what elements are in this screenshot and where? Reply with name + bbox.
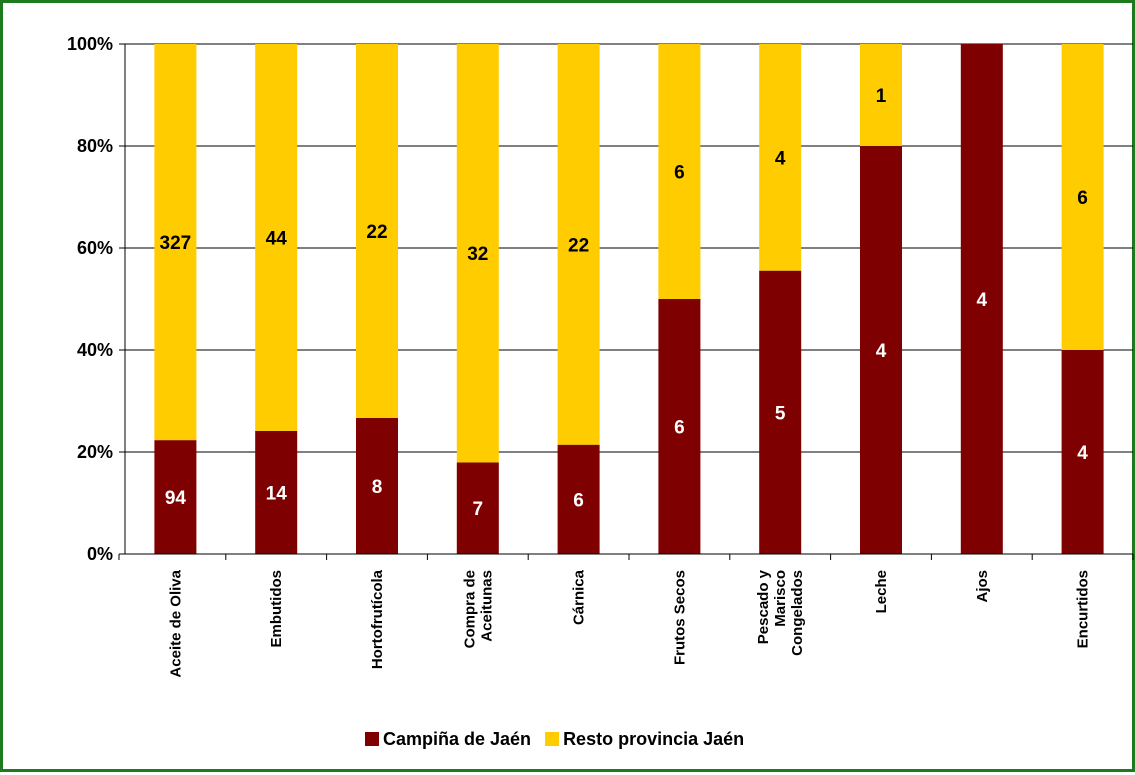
data-label: 4 (977, 290, 988, 311)
x-tick-label: Compra deAceitunas (461, 570, 495, 648)
bar-segment (860, 44, 902, 146)
data-label: 8 (372, 477, 383, 498)
bar-segment (456, 462, 499, 554)
bar-segment (255, 44, 298, 431)
x-tick-label: Embutidos (268, 570, 285, 648)
data-label: 7 (473, 499, 484, 520)
data-label: 6 (674, 418, 685, 439)
x-tick-label: Hortofrutícola (369, 569, 386, 669)
y-tick-label: 20% (77, 442, 113, 462)
y-tick-label: 0% (87, 544, 113, 564)
x-tick-labels: Aceite de Oliva Embutidos Hortofrutícola Co… (118, 554, 1134, 678)
data-label: 4 (1077, 443, 1088, 464)
data-label: 5 (775, 403, 786, 424)
bar-segment (255, 430, 298, 554)
bar-segment (154, 44, 197, 441)
bar-segment (860, 146, 902, 554)
x-tick-label: Encurtidos (1075, 570, 1092, 648)
data-label: 32 (467, 244, 488, 265)
y-tick-labels: 0% 20% 40% 60% 80% 100% (67, 34, 113, 564)
data-label: 22 (366, 222, 387, 243)
data-label: 4 (775, 148, 786, 169)
bar-segment (759, 44, 802, 271)
data-label: 6 (674, 163, 685, 184)
bars (154, 44, 1104, 554)
data-label: 1 (876, 86, 887, 107)
data-label: 14 (266, 483, 288, 504)
y-tick-label: 80% (77, 136, 113, 156)
data-label: 44 (266, 228, 288, 249)
bar-segment (658, 299, 701, 554)
bar-segment (154, 440, 197, 554)
legend: Campiña de Jaén Resto provincia Jaén (365, 729, 744, 749)
bar-segment (658, 44, 701, 299)
legend-swatch (365, 732, 379, 746)
bar-segment (960, 44, 1003, 554)
data-label: 94 (165, 488, 187, 509)
x-tick-label: Leche (873, 570, 890, 613)
x-tick-label: Pescado yMariscoCongelados (755, 569, 806, 655)
bar-segment (356, 418, 398, 554)
y-tick-label: 40% (77, 340, 113, 360)
bar-segment (1061, 44, 1104, 350)
bar-segment (1061, 350, 1104, 554)
bar-segment (759, 270, 802, 554)
bar-segment (356, 44, 398, 418)
y-tick-label: 60% (77, 238, 113, 258)
data-label: 327 (160, 233, 192, 254)
legend-label: Campiña de Jaén (383, 729, 531, 749)
data-label: 6 (1077, 188, 1088, 209)
bar-segment (557, 444, 600, 554)
data-label: 6 (573, 490, 584, 511)
stacked-percent-bar-chart: 0% 20% 40% 60% 80% 100% Aceite de Oliva Embuti… (67, 34, 1134, 749)
bar-segment (557, 44, 600, 445)
x-tick-label: Aceite de Oliva (167, 569, 184, 677)
data-label: 4 (876, 341, 887, 362)
x-tick-label: Ajos (974, 570, 991, 603)
bar-segment (456, 44, 499, 463)
y-tick-label: 100% (67, 34, 113, 54)
data-label: 22 (568, 235, 589, 256)
legend-swatch (545, 732, 560, 746)
x-tick-label: Cárnica (571, 569, 588, 625)
x-tick-label: Frutos Secos (671, 570, 688, 665)
legend-label: Resto provincia Jaén (563, 729, 744, 749)
